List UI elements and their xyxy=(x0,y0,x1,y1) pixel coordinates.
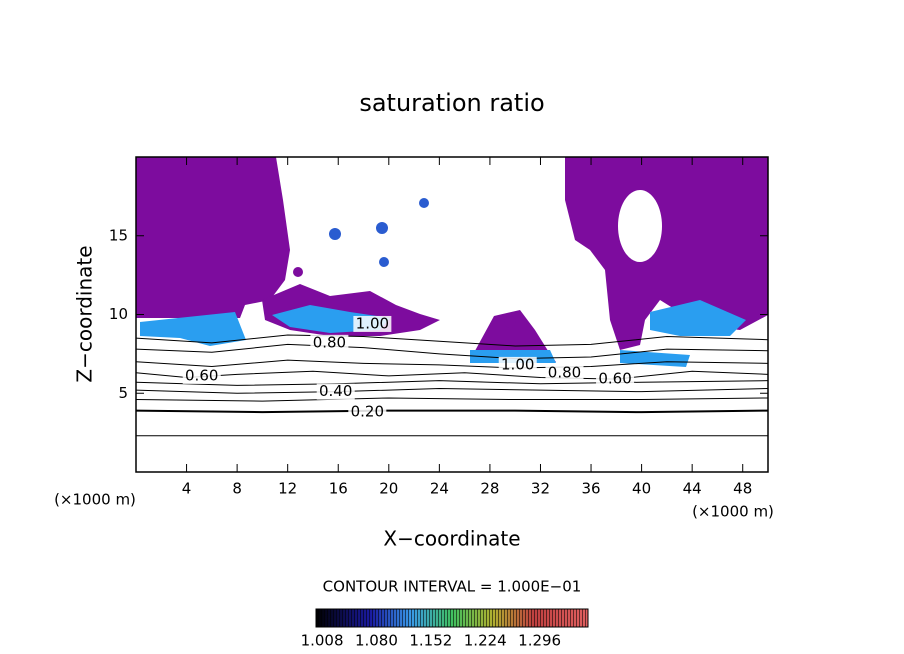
x-tick-label: 24 xyxy=(430,480,449,498)
region xyxy=(329,228,341,240)
y-tick-label: 5 xyxy=(118,384,128,402)
x-axis-title: X−coordinate xyxy=(383,527,520,551)
contour-label: 0.80 xyxy=(313,333,346,351)
contour-label-bg xyxy=(348,404,387,421)
contour-label-bg xyxy=(310,334,349,351)
contour-label-bg xyxy=(353,315,392,332)
contour-label: 0.80 xyxy=(548,363,581,381)
x-tick-label: 12 xyxy=(278,480,297,498)
x-tick-label: 36 xyxy=(581,480,600,498)
contour-line xyxy=(136,388,768,394)
contour-line xyxy=(136,380,768,386)
x-unit-label: (×1000 m) xyxy=(54,491,136,509)
x-tick-label: 48 xyxy=(733,480,752,498)
x-tick-label: 32 xyxy=(531,480,550,498)
contour-line xyxy=(136,343,768,360)
contour-line xyxy=(136,334,768,347)
contour-line xyxy=(136,370,768,380)
contour-label-bg xyxy=(316,383,355,400)
region xyxy=(293,267,303,277)
region xyxy=(419,198,429,208)
region xyxy=(620,350,690,367)
region xyxy=(376,222,388,234)
region xyxy=(140,312,246,346)
x-tick-label: 40 xyxy=(632,480,651,498)
chart-title: saturation ratio xyxy=(359,89,544,117)
region xyxy=(470,310,556,362)
contour-label: 0.60 xyxy=(598,370,631,388)
colorbar-label: 1.152 xyxy=(409,632,452,650)
contour-lines: 0.20 0.40 0.60 0.80 1.00 1.00 0.80 0.60 xyxy=(136,314,768,437)
contour-label: 0.60 xyxy=(185,366,218,384)
contour-label: 0.20 xyxy=(351,403,384,421)
x-tick-label: 28 xyxy=(480,480,499,498)
contour-line xyxy=(136,359,768,369)
region xyxy=(379,257,389,267)
colorbar-stripes xyxy=(315,608,589,628)
contour-label: 1.00 xyxy=(356,314,389,332)
region xyxy=(650,300,746,336)
x-unit-label: (×1000 m) xyxy=(692,503,774,521)
contour-interval: CONTOUR INTERVAL = 1.000E−01 xyxy=(323,578,582,596)
region xyxy=(504,316,516,328)
contour-label-bg xyxy=(545,364,584,381)
saturated-regions: 0.20 0.40 0.60 0.80 1.00 1.00 0.80 0.60 xyxy=(136,157,768,437)
contour-label: 0.40 xyxy=(319,382,352,400)
region xyxy=(565,157,768,350)
x-tick-label: 16 xyxy=(329,480,348,498)
y-axis-title: Z−coordinate xyxy=(73,245,97,382)
x-tick-label: 20 xyxy=(379,480,398,498)
y-tick-label: 15 xyxy=(109,226,128,244)
contour-label: 1.00 xyxy=(501,355,534,373)
colorbar-label: 1.224 xyxy=(464,632,507,650)
contour-line xyxy=(136,397,768,402)
contour-label-bg xyxy=(498,356,537,373)
x-tick-label: 44 xyxy=(683,480,702,498)
colorbar-label: 1.008 xyxy=(301,632,344,650)
x-tick-label: 8 xyxy=(232,480,242,498)
contour-line xyxy=(136,409,768,414)
colorbar-label: 1.080 xyxy=(355,632,398,650)
region xyxy=(136,157,290,318)
contour-label-bg xyxy=(182,367,221,384)
colorbar-label: 1.296 xyxy=(518,632,561,650)
x-tick-label: 4 xyxy=(182,480,192,498)
contour-label-bg xyxy=(596,371,635,388)
y-tick-label: 10 xyxy=(109,305,128,323)
region-hole xyxy=(618,190,662,262)
